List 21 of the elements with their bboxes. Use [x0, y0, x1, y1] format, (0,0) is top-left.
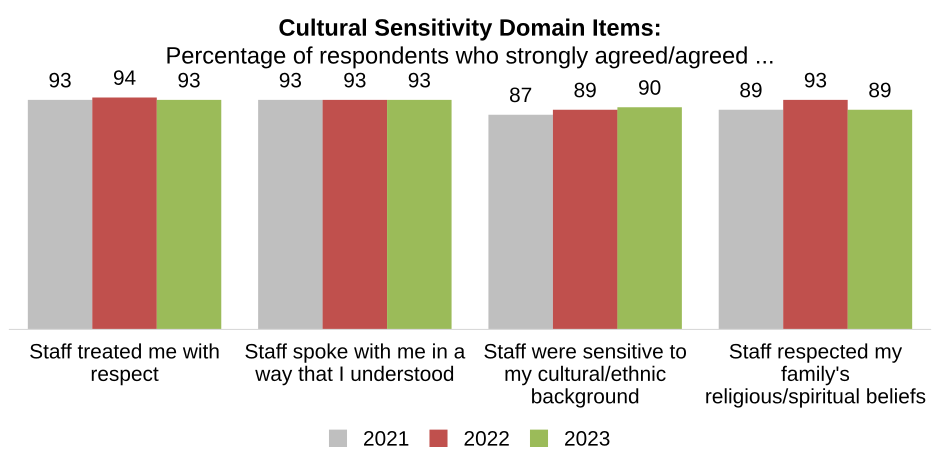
chart-subtitle: Percentage of respondents who strongly agreed/agreed ... [167, 46, 772, 68]
x-tick-label: Staff respected my family's religious/spiritual beliefs [706, 343, 926, 408]
legend-label: 2023 [565, 431, 610, 446]
data-label: 89 [740, 82, 762, 98]
data-label: 93 [804, 72, 826, 88]
data-label: 89 [574, 82, 596, 98]
x-tick-label: Staff spoke with me in a way that I understood [245, 343, 466, 386]
data-label: 87 [510, 88, 532, 102]
legend-label: 2022 [464, 431, 509, 446]
data-label: 93 [344, 72, 366, 88]
data-label: 94 [114, 70, 136, 85]
chart-title: Cultural Sensitivity Domain Items: [279, 18, 660, 41]
data-label: 93 [49, 72, 71, 88]
x-tick-label: Staff treated me with respect [30, 343, 219, 386]
legend-label: 2021 [364, 431, 408, 446]
data-label: 93 [408, 72, 430, 88]
x-tick-label: Staff were sensitive to my cultural/ethnic background [484, 343, 686, 408]
data-label: 93 [280, 72, 302, 88]
data-label: 89 [869, 82, 891, 98]
data-label: 90 [639, 80, 660, 95]
data-label: 93 [178, 72, 200, 88]
